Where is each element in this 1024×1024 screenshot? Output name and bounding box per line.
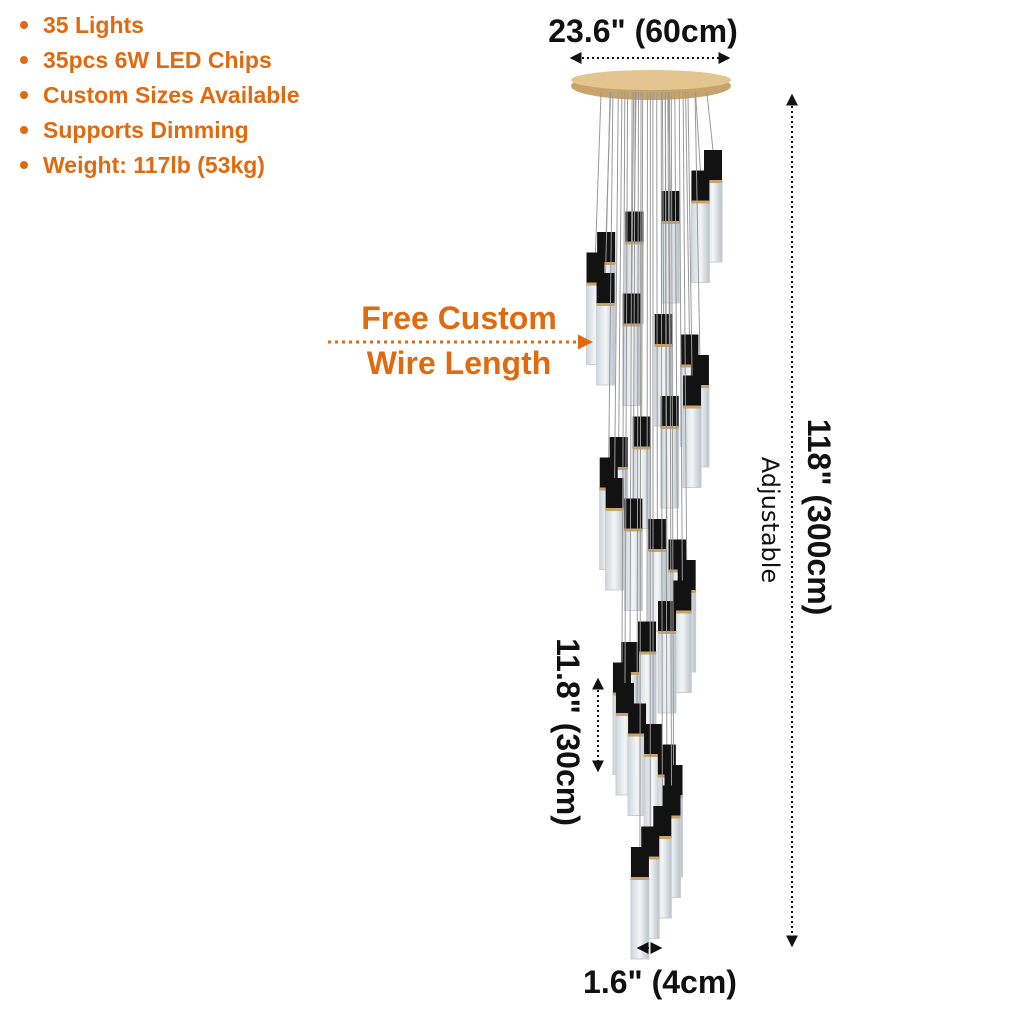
wire xyxy=(605,91,611,274)
pendant-ring xyxy=(668,569,687,573)
chandelier xyxy=(571,70,731,960)
pendant-ring xyxy=(680,364,699,368)
wire xyxy=(618,91,623,438)
pendant-ring xyxy=(662,815,681,819)
wire xyxy=(641,91,644,417)
wire xyxy=(706,91,714,151)
pendant-width-label: 1.6" (4cm) xyxy=(583,964,737,1000)
pendant-ring xyxy=(596,303,615,306)
pendant-ring xyxy=(632,446,651,450)
pendant-glass xyxy=(623,528,643,611)
wire xyxy=(639,91,642,848)
pendant-cap xyxy=(648,519,667,551)
callout-line2: Wire Length xyxy=(367,345,552,381)
wire xyxy=(682,91,688,561)
wire xyxy=(687,91,693,376)
feature-text: Custom Sizes Available xyxy=(43,82,300,108)
bullet xyxy=(20,161,28,169)
pendant-cap xyxy=(673,580,692,613)
pendant-length-label: 11.8" (30cm) xyxy=(550,638,586,826)
wire xyxy=(636,91,639,704)
callout-line1: Free Custom xyxy=(361,300,557,336)
bullet xyxy=(20,91,28,99)
wire xyxy=(685,91,690,335)
pendant-ring xyxy=(673,610,692,614)
pendant-ring xyxy=(644,754,663,757)
wire xyxy=(629,91,633,643)
pendant-cap xyxy=(605,478,624,510)
pendant-glass xyxy=(605,507,625,591)
bullet xyxy=(20,21,28,29)
feature-list: 35 Lights 35pcs 6W LED Chips Custom Sizes … xyxy=(20,12,300,178)
pendant-ring xyxy=(615,713,634,716)
pendant-ring xyxy=(624,528,643,532)
pendant-ring xyxy=(691,200,710,204)
wire xyxy=(694,91,701,356)
pendant-ring xyxy=(586,282,605,286)
pendant-cap xyxy=(638,621,657,654)
wire xyxy=(694,91,701,171)
width-label: 23.6" (60cm) xyxy=(548,13,738,49)
pendant-ring xyxy=(641,856,660,860)
pendant-ring xyxy=(605,508,624,511)
feature-text: Supports Dimming xyxy=(43,117,249,143)
pendant-cap xyxy=(660,396,679,428)
bullet xyxy=(20,126,28,134)
pendant-ring xyxy=(630,877,649,880)
feature-text: Weight: 117lb (53kg) xyxy=(43,152,265,178)
pendant-ring xyxy=(638,651,657,655)
pendant-ring xyxy=(628,733,647,737)
wire xyxy=(661,91,665,315)
wire xyxy=(660,91,663,807)
pendant-glass xyxy=(690,200,710,283)
wire xyxy=(678,91,683,581)
wire xyxy=(656,91,658,520)
canopy-top xyxy=(571,70,731,90)
pendant-cap xyxy=(624,498,643,531)
pendant-glass xyxy=(630,876,650,960)
wire xyxy=(614,91,619,479)
wire xyxy=(670,91,675,766)
pendant-ring xyxy=(704,180,722,183)
pendant-ring xyxy=(648,549,667,552)
wire xyxy=(664,91,668,745)
pendant-glass xyxy=(627,733,647,816)
pendant-cap xyxy=(628,703,647,736)
pendant-ring xyxy=(653,836,672,839)
wire xyxy=(631,91,635,294)
pendant-ring xyxy=(654,344,673,347)
height-label: 118" (300cm) xyxy=(801,419,837,616)
pendant-ring xyxy=(609,467,628,470)
feature-text: 35 Lights xyxy=(43,12,144,38)
pendant-cap xyxy=(596,273,615,305)
pendant-cap xyxy=(654,314,673,346)
pendant-cap xyxy=(661,191,680,223)
wire xyxy=(608,91,614,458)
pendant-cap xyxy=(630,847,649,879)
wire xyxy=(668,91,672,786)
wire xyxy=(667,91,671,397)
wire xyxy=(624,91,629,684)
pendant-cap xyxy=(644,724,663,756)
wire xyxy=(674,91,678,540)
pendant-glass xyxy=(596,302,616,386)
bullet xyxy=(20,56,28,64)
wire xyxy=(632,91,636,499)
pendant-cap xyxy=(683,375,702,408)
height-note: Adjustable xyxy=(756,457,784,583)
feature-text: 35pcs 6W LED Chips xyxy=(43,47,272,73)
pendant-cap xyxy=(632,416,651,449)
pendant-ring xyxy=(683,405,702,409)
pendant-ring xyxy=(660,426,679,429)
wire xyxy=(621,91,626,663)
pendant-glass xyxy=(660,425,680,509)
wire xyxy=(595,91,602,253)
pendant-cap xyxy=(691,170,710,203)
